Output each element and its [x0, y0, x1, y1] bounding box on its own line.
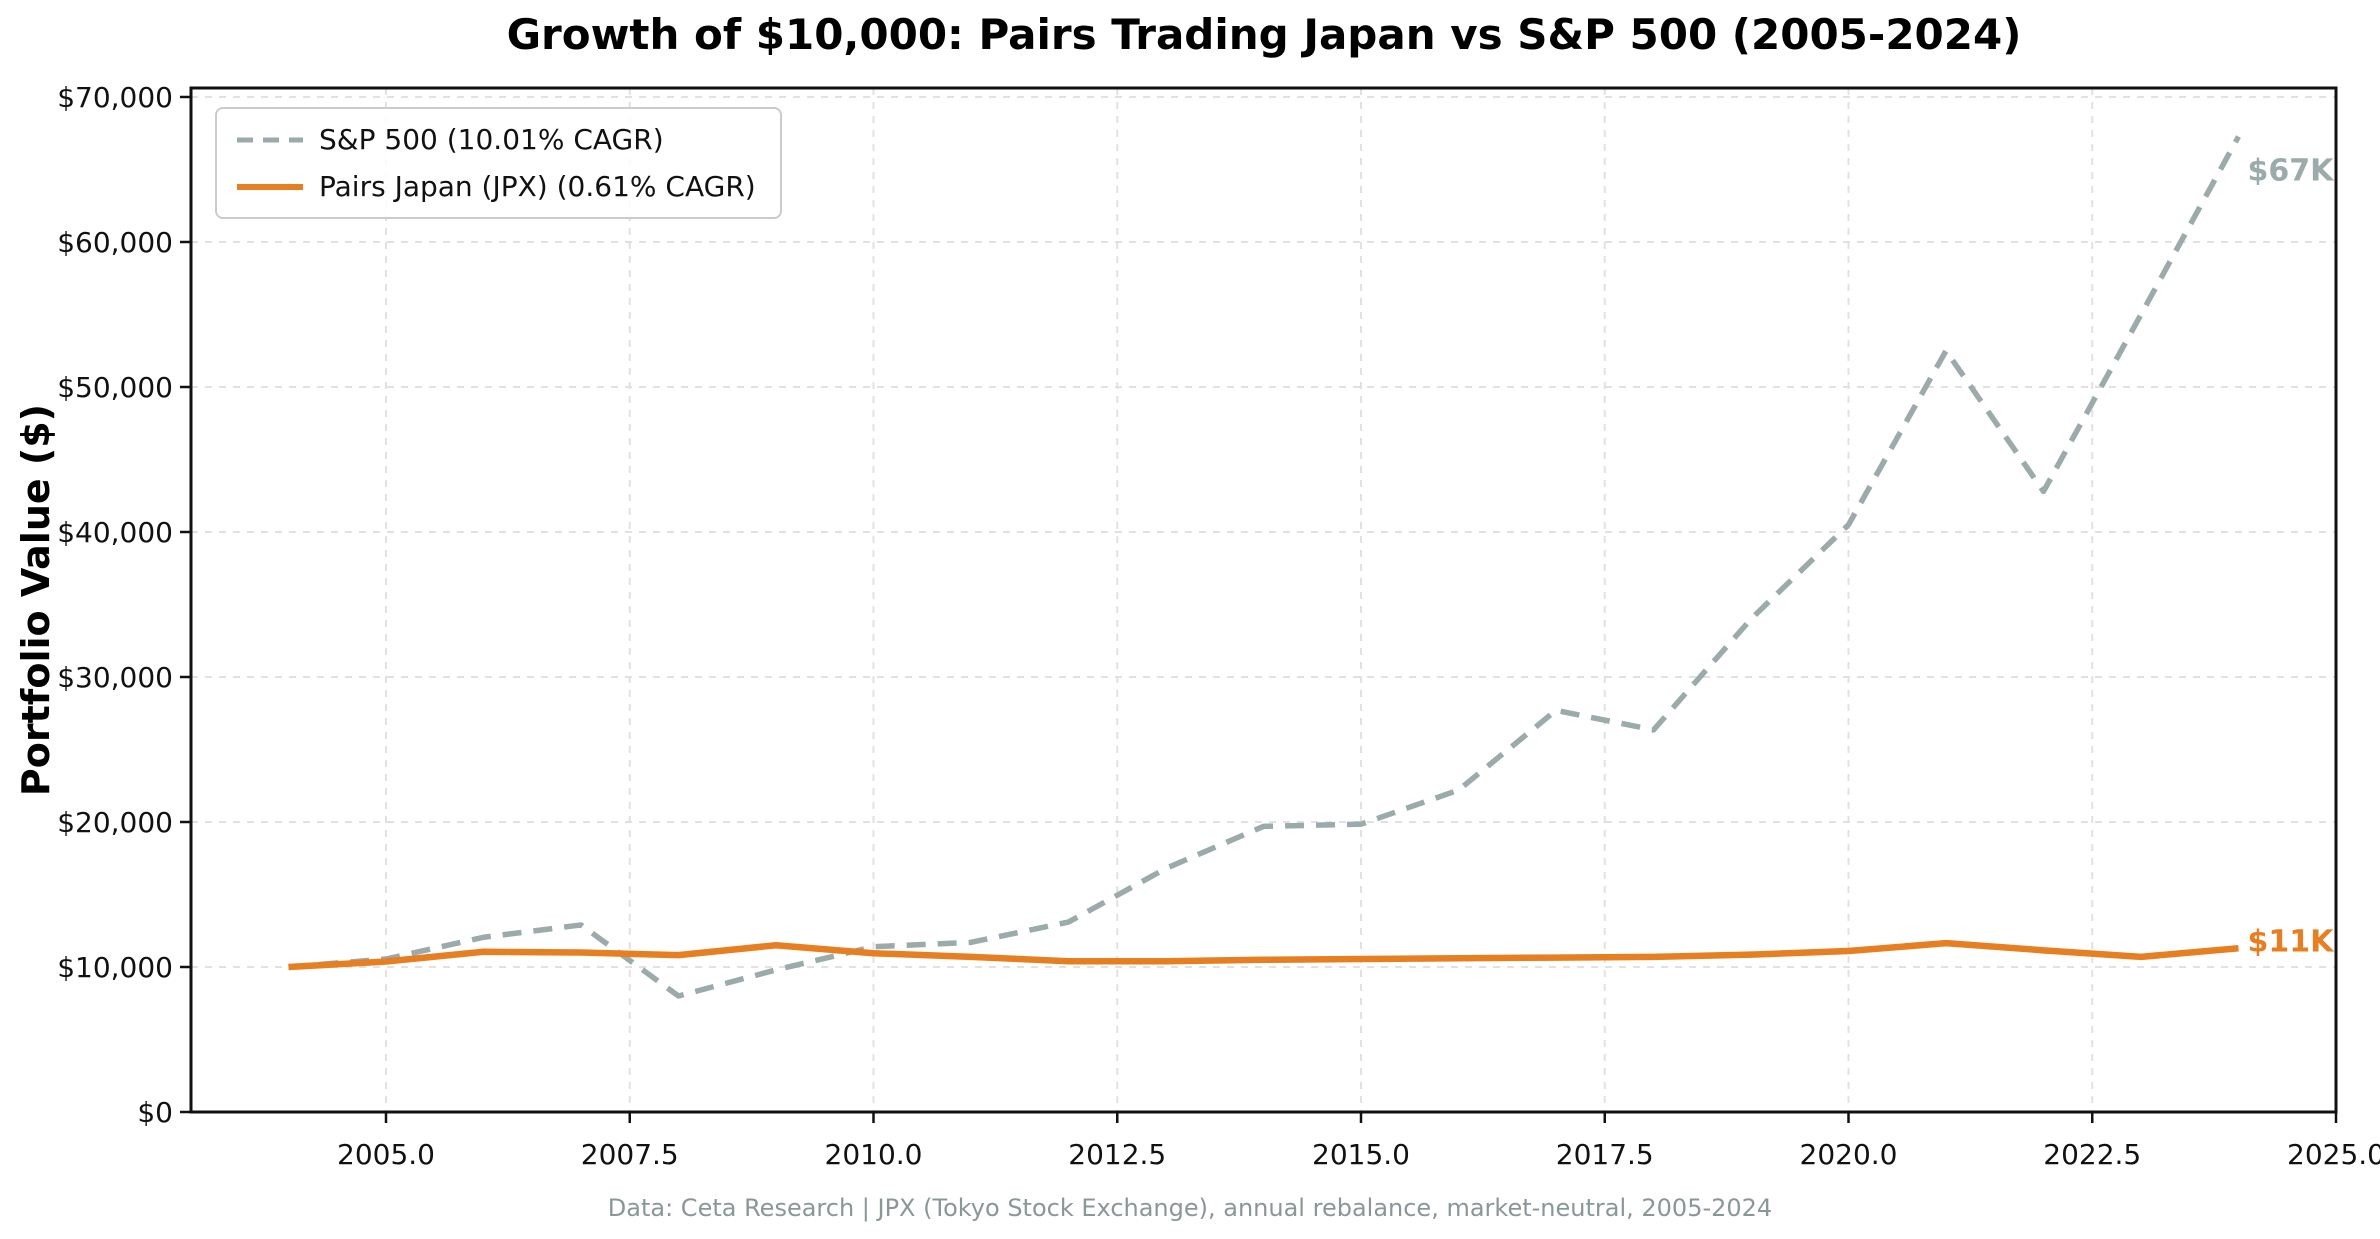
- legend-line-sample-pairs-japan: [237, 183, 303, 190]
- x-tick-label: 2012.5: [1068, 1138, 1166, 1171]
- plot-border: [189, 86, 2338, 1114]
- y-tick-label: $20,000: [57, 806, 173, 839]
- y-tick-label: $70,000: [57, 81, 173, 114]
- x-tick-label: 2020.0: [1800, 1138, 1898, 1171]
- x-tick-label: 2010.0: [825, 1138, 923, 1171]
- series-end-label-pairs-japan: $11K: [2248, 924, 2336, 959]
- legend-item-pairs-japan: Pairs Japan (JPX) (0.61% CAGR): [237, 170, 756, 203]
- y-tick-label: $60,000: [57, 226, 173, 259]
- y-tick-label: $50,000: [57, 371, 173, 404]
- legend-label-pairs-japan: Pairs Japan (JPX) (0.61% CAGR): [319, 170, 756, 203]
- x-tick-label: 2017.5: [1556, 1138, 1654, 1171]
- y-tick-label: $0: [137, 1096, 173, 1129]
- x-tick-label: 2005.0: [337, 1138, 435, 1171]
- footnote: Data: Ceta Research | JPX (Tokyo Stock E…: [607, 1194, 1773, 1222]
- x-tick-label: 2022.5: [2043, 1138, 2141, 1171]
- series-line-pairs-japan: [288, 939, 2239, 971]
- chart-title: Growth of $10,000: Pairs Trading Japan v…: [506, 10, 2022, 59]
- y-tick-label: $30,000: [57, 661, 173, 694]
- legend-item-sp500: S&P 500 (10.01% CAGR): [237, 123, 756, 156]
- series-end-label-sp500: $67K: [2248, 154, 2336, 189]
- y-axis-label: Portfolio Value ($): [14, 403, 58, 797]
- y-tick-label: $10,000: [57, 951, 173, 984]
- x-tick-label: 2025.0: [2287, 1138, 2380, 1171]
- legend-line-sample-sp500: [237, 137, 303, 142]
- x-tick-label: 2015.0: [1312, 1138, 1410, 1171]
- legend: S&P 500 (10.01% CAGR) Pairs Japan (JPX) …: [215, 107, 782, 219]
- series-line-sp500: [288, 135, 2241, 999]
- x-tick-label: 2007.5: [581, 1138, 679, 1171]
- y-tick-label: $40,000: [57, 516, 173, 549]
- legend-label-sp500: S&P 500 (10.01% CAGR): [319, 123, 664, 156]
